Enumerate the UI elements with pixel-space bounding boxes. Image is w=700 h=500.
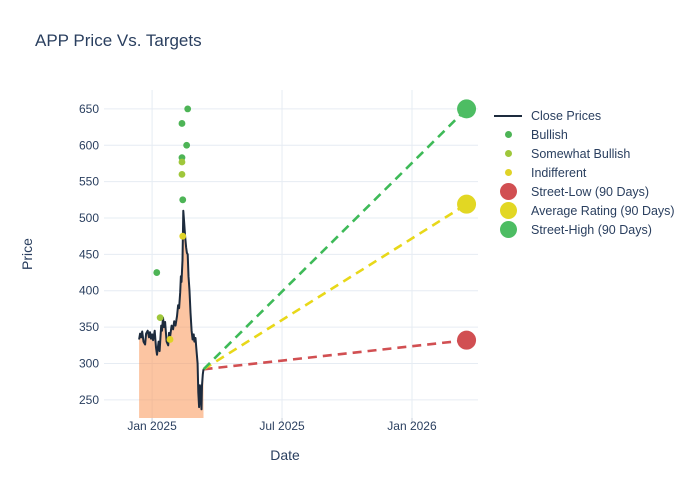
rating-dot-indifferent [179, 232, 187, 240]
dot-swatch-icon [492, 150, 524, 157]
rating-dot-somewhat-bullish [156, 314, 164, 322]
rating-dot-bullish [184, 105, 192, 113]
legend-label: Street-High (90 Days) [531, 222, 652, 237]
rating-dot-bullish [183, 141, 191, 149]
legend-label: Close Prices [531, 108, 602, 123]
projection-line-average-rating-days [202, 203, 468, 371]
close-prices-area [139, 210, 204, 418]
rating-dot-bullish [179, 196, 187, 204]
rating-dot-somewhat-bullish [178, 170, 186, 178]
rating-dot-indifferent [166, 336, 174, 343]
legend-label: Somewhat Bullish [531, 146, 631, 161]
target-dot-street-high-days [457, 99, 477, 119]
target-dot-street-low-days [457, 330, 477, 350]
y-tick-label: 650 [79, 102, 99, 116]
y-tick-label: 350 [79, 320, 99, 334]
y-tick-label: 250 [79, 393, 99, 407]
y-tick-label: 600 [79, 138, 99, 152]
chart-title: APP Price Vs. Targets [35, 31, 202, 50]
rating-dot-somewhat-bullish [178, 158, 186, 166]
x-tick-label: Jan 2026 [387, 419, 437, 433]
legend-item-bullish[interactable]: Bullish [492, 125, 675, 144]
legend-item-average-rating[interactable]: Average Rating (90 Days) [492, 201, 675, 220]
x-tick-label: Jul 2025 [259, 419, 305, 433]
legend-label: Bullish [531, 127, 568, 142]
rating-dot-bullish [178, 120, 186, 127]
y-tick-label: 550 [79, 175, 99, 189]
y-tick-label: 300 [79, 356, 99, 370]
projection-line-street-high-days [202, 107, 468, 371]
x-tick-label: Jan 2025 [127, 419, 177, 433]
legend-item-street-high[interactable]: Street-High (90 Days) [492, 220, 675, 239]
legend-item-somewhat-bullish[interactable]: Somewhat Bullish [492, 144, 675, 163]
legend-label: Indifferent [531, 165, 587, 180]
legend-item-street-low[interactable]: Street-Low (90 Days) [492, 182, 675, 201]
y-tick-label: 450 [79, 247, 99, 261]
rating-dot-bullish [153, 269, 161, 276]
dot-swatch-icon [492, 131, 524, 138]
dot-swatch-icon [492, 169, 524, 176]
close-prices-line [138, 209, 205, 411]
x-axis-title: Date [270, 447, 300, 463]
dot-swatch-icon [492, 221, 524, 238]
legend: Close Prices Bullish Somewhat Bullish Indif… [492, 106, 675, 239]
legend-label: Average Rating (90 Days) [531, 203, 675, 218]
legend-item-indifferent[interactable]: Indifferent [492, 163, 675, 182]
legend-item-close-prices[interactable]: Close Prices [492, 106, 675, 125]
y-tick-label: 500 [79, 211, 99, 225]
line-swatch-icon [492, 114, 524, 117]
target-dot-average-rating-days [457, 194, 477, 214]
y-tick-label: 400 [79, 284, 99, 298]
legend-label: Street-Low (90 Days) [531, 184, 650, 199]
dot-swatch-icon [492, 202, 524, 219]
dot-swatch-icon [492, 183, 524, 200]
